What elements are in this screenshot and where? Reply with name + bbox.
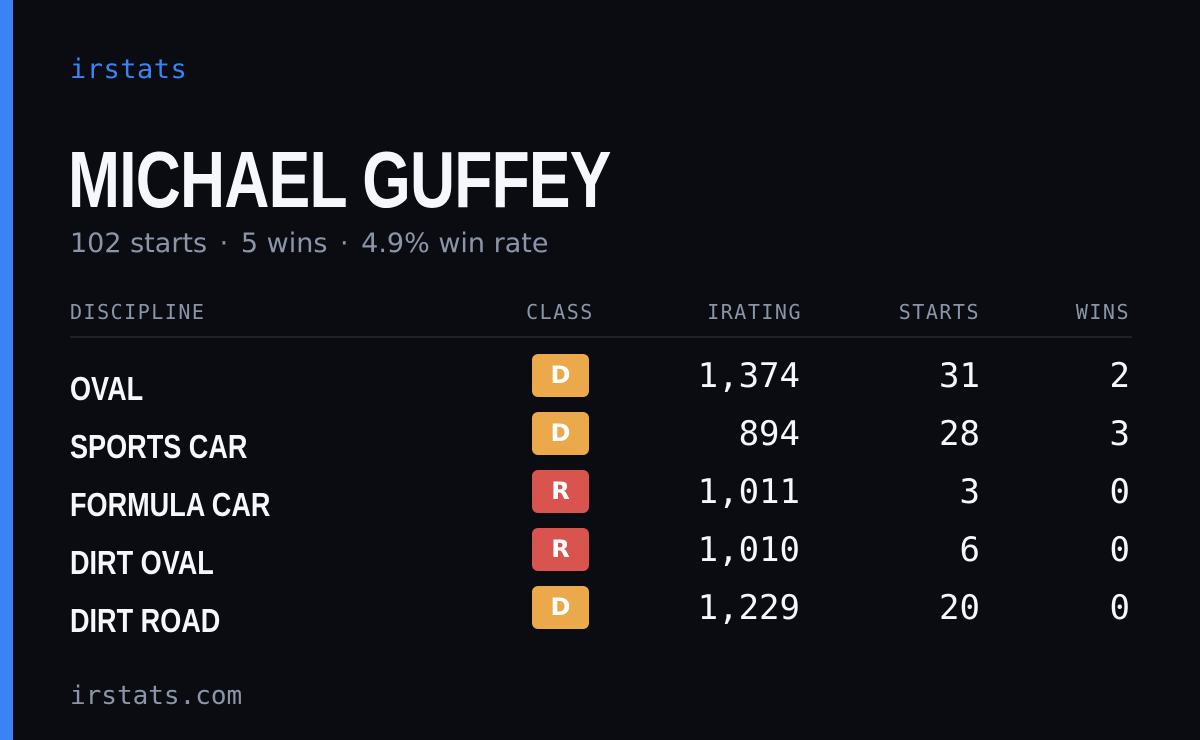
wins-value: 0: [1109, 588, 1130, 628]
driver-name: MICHAEL GUFFEY: [68, 135, 611, 224]
table-row: SPORTS CAR D 894 28 3: [70, 410, 1132, 468]
header-irating: IRATING: [707, 300, 802, 324]
header-class: CLASS: [526, 300, 594, 324]
win-rate-summary: 4.9% win rate: [361, 228, 549, 259]
irating-value: 1,229: [697, 588, 800, 628]
class-badge: D: [532, 412, 589, 455]
starts-value: 28: [939, 414, 980, 454]
table-header: DISCIPLINE CLASS IRATING STARTS WINS: [70, 296, 1132, 338]
irating-value: 1,010: [697, 530, 800, 570]
starts-value: 20: [939, 588, 980, 628]
starts-value: 6: [959, 530, 980, 570]
footer-url: irstats.com: [70, 681, 243, 711]
wins-value: 0: [1109, 472, 1130, 512]
accent-bar: [0, 0, 13, 740]
starts-value: 3: [959, 472, 980, 512]
discipline-table: DISCIPLINE CLASS IRATING STARTS WINS OVA…: [70, 296, 1132, 642]
class-badge: D: [532, 354, 589, 397]
wins-value: 2: [1109, 356, 1130, 396]
starts-value: 31: [939, 356, 980, 396]
discipline-name: DIRT OVAL: [70, 544, 214, 581]
table-row: DIRT OVAL R 1,010 6 0: [70, 526, 1132, 584]
header-wins: WINS: [1075, 300, 1130, 324]
table-row: FORMULA CAR R 1,011 3 0: [70, 468, 1132, 526]
wins-summary: 5 wins: [240, 228, 328, 259]
irating-value: 1,374: [697, 356, 800, 396]
irating-value: 1,011: [697, 472, 800, 512]
header-discipline: DISCIPLINE: [70, 300, 206, 324]
summary-separator: ·: [339, 228, 349, 259]
class-badge: R: [532, 470, 589, 513]
summary-separator: ·: [219, 228, 229, 259]
discipline-name: SPORTS CAR: [70, 428, 248, 465]
discipline-name: OVAL: [70, 370, 144, 407]
discipline-name: DIRT ROAD: [70, 602, 221, 639]
table-row: OVAL D 1,374 31 2: [70, 352, 1132, 410]
starts-summary: 102 starts: [70, 228, 208, 259]
class-badge: R: [532, 528, 589, 571]
table-body: OVAL D 1,374 31 2 SPORTS CAR D 894 28 3 …: [70, 352, 1132, 642]
table-row: DIRT ROAD D 1,229 20 0: [70, 584, 1132, 642]
brand-logo: irstats: [70, 54, 188, 85]
wins-value: 3: [1109, 414, 1130, 454]
discipline-name: FORMULA CAR: [70, 486, 271, 523]
irating-value: 894: [738, 414, 800, 454]
wins-value: 0: [1109, 530, 1130, 570]
header-starts: STARTS: [898, 300, 980, 324]
driver-summary: 102 starts · 5 wins · 4.9% win rate: [70, 228, 548, 259]
class-badge: D: [532, 586, 589, 629]
